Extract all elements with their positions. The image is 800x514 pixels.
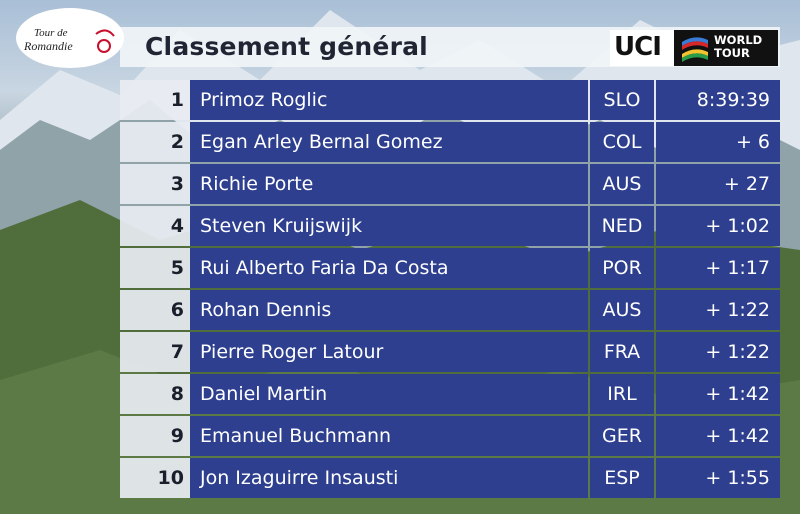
svg-text:Romandie: Romandie xyxy=(23,39,73,53)
rank-cell: 7 xyxy=(120,332,190,372)
table-row: 4 Steven Kruijswijk NED + 1:02 xyxy=(120,206,780,246)
time-cell: + 1:17 xyxy=(656,248,780,288)
table-row: 3 Richie Porte AUS + 27 xyxy=(120,164,780,204)
country-cell: GER xyxy=(590,416,654,456)
table-row: 2 Egan Arley Bernal Gomez COL + 6 xyxy=(120,122,780,162)
rider-name-cell: Rui Alberto Faria Da Costa xyxy=(190,248,588,288)
country-cell: SLO xyxy=(590,80,654,120)
tour-de-romandie-logo: Tour de Romandie xyxy=(16,8,124,68)
table-row: 7 Pierre Roger Latour FRA + 1:22 xyxy=(120,332,780,372)
rider-name-cell: Emanuel Buchmann xyxy=(190,416,588,456)
time-cell: + 1:22 xyxy=(656,332,780,372)
time-cell: + 27 xyxy=(656,164,780,204)
country-cell: COL xyxy=(590,122,654,162)
rainbow-stripes-icon xyxy=(682,37,708,62)
rank-cell: 4 xyxy=(120,206,190,246)
world-tour-label: WORLD TOUR xyxy=(714,34,762,60)
country-cell: ESP xyxy=(590,458,654,498)
uci-logo-text: UCI xyxy=(614,32,662,62)
time-cell: 8:39:39 xyxy=(656,80,780,120)
country-cell: AUS xyxy=(590,290,654,330)
world-tour-line2: TOUR xyxy=(714,46,750,60)
table-row: 10 Jon Izaguirre Insausti ESP + 1:55 xyxy=(120,458,780,498)
rider-name-cell: Pierre Roger Latour xyxy=(190,332,588,372)
time-cell: + 6 xyxy=(656,122,780,162)
table-row: 5 Rui Alberto Faria Da Costa POR + 1:17 xyxy=(120,248,780,288)
time-cell: + 1:55 xyxy=(656,458,780,498)
rank-cell: 1 xyxy=(120,80,190,120)
rank-cell: 9 xyxy=(120,416,190,456)
rank-cell: 3 xyxy=(120,164,190,204)
rider-name-cell: Richie Porte xyxy=(190,164,588,204)
rider-name-cell: Rohan Dennis xyxy=(190,290,588,330)
world-tour-line1: WORLD xyxy=(714,33,763,47)
rider-name-cell: Daniel Martin xyxy=(190,374,588,414)
rank-cell: 8 xyxy=(120,374,190,414)
table-row: 1 Primoz Roglic SLO 8:39:39 xyxy=(120,80,780,120)
world-tour-badge: WORLD TOUR xyxy=(674,30,778,66)
country-cell: FRA xyxy=(590,332,654,372)
rank-cell: 2 xyxy=(120,122,190,162)
time-cell: + 1:02 xyxy=(656,206,780,246)
svg-text:Tour de: Tour de xyxy=(34,27,68,39)
country-cell: IRL xyxy=(590,374,654,414)
rank-cell: 10 xyxy=(120,458,190,498)
rider-name-cell: Egan Arley Bernal Gomez xyxy=(190,122,588,162)
rider-name-cell: Jon Izaguirre Insausti xyxy=(190,458,588,498)
time-cell: + 1:42 xyxy=(656,374,780,414)
rider-name-cell: Steven Kruijswijk xyxy=(190,206,588,246)
rank-cell: 6 xyxy=(120,290,190,330)
table-row: 6 Rohan Dennis AUS + 1:22 xyxy=(120,290,780,330)
country-cell: NED xyxy=(590,206,654,246)
time-cell: + 1:22 xyxy=(656,290,780,330)
uci-world-tour-logo: UCI WORLD TOUR xyxy=(610,30,778,66)
time-cell: + 1:42 xyxy=(656,416,780,456)
table-row: 9 Emanuel Buchmann GER + 1:42 xyxy=(120,416,780,456)
page-title: Classement général xyxy=(145,32,428,61)
country-cell: POR xyxy=(590,248,654,288)
table-row: 8 Daniel Martin IRL + 1:42 xyxy=(120,374,780,414)
country-cell: AUS xyxy=(590,164,654,204)
rank-cell: 5 xyxy=(120,248,190,288)
rider-name-cell: Primoz Roglic xyxy=(190,80,588,120)
